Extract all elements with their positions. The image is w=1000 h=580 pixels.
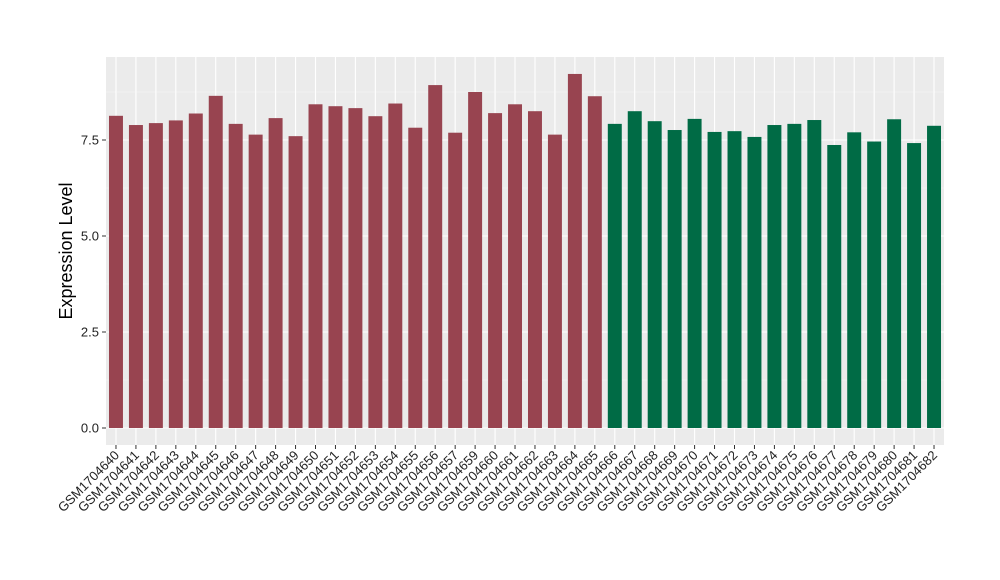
y-tick-label: 2.5 [81, 325, 99, 340]
bar-GSM1704671 [707, 131, 722, 428]
bar-GSM1704643 [168, 120, 183, 428]
bar-GSM1704648 [268, 118, 283, 428]
bar-GSM1704673 [747, 136, 762, 429]
bar-GSM1704651 [328, 106, 343, 428]
bar-GSM1704661 [508, 104, 523, 429]
x-axis: GSM1704640GSM1704641GSM1704642GSM1704643… [55, 445, 940, 515]
bar-GSM1704663 [547, 134, 562, 428]
bar-GSM1704679 [867, 141, 882, 428]
bar-GSM1704681 [907, 143, 922, 428]
bar-GSM1704666 [607, 123, 622, 428]
bar-GSM1704682 [927, 125, 942, 429]
y-tick-label: 7.5 [81, 133, 99, 148]
bar-GSM1704672 [727, 131, 742, 428]
bar-GSM1704676 [807, 120, 822, 429]
bar-GSM1704675 [787, 123, 802, 428]
bar-GSM1704665 [587, 96, 602, 428]
bar-GSM1704654 [388, 103, 403, 429]
y-axis-title: Expression Level [56, 182, 76, 319]
bar-GSM1704678 [847, 132, 862, 428]
y-axis: 0.0 2.5 5.0 7.5 [81, 133, 106, 436]
bar-GSM1704674 [767, 125, 782, 429]
bar-GSM1704669 [667, 130, 682, 429]
bar-GSM1704664 [567, 73, 582, 429]
bar-GSM1704641 [128, 125, 143, 429]
bar-GSM1704649 [288, 136, 303, 428]
bar-GSM1704656 [428, 85, 443, 428]
bar-GSM1704662 [527, 111, 542, 428]
bar-GSM1704660 [488, 113, 503, 429]
y-tick-label: 0.0 [81, 421, 99, 436]
bar-GSM1704667 [627, 111, 642, 428]
bar-GSM1704650 [308, 104, 323, 429]
bar-GSM1704642 [148, 123, 163, 428]
bar-GSM1704668 [647, 121, 662, 429]
bar-GSM1704670 [687, 118, 702, 428]
bar-GSM1704645 [208, 95, 223, 428]
bar-GSM1704657 [448, 132, 463, 429]
bar-GSM1704680 [887, 119, 902, 428]
bar-GSM1704640 [108, 115, 123, 429]
bar-GSM1704659 [468, 92, 483, 428]
bar-GSM1704652 [348, 108, 363, 429]
bar-GSM1704646 [228, 123, 243, 428]
bars [108, 73, 942, 429]
plot-background [106, 57, 944, 445]
bar-GSM1704655 [408, 127, 423, 428]
bar-GSM1704653 [368, 116, 383, 428]
bar-GSM1704677 [827, 144, 842, 428]
y-tick-label: 5.0 [81, 229, 99, 244]
bar-GSM1704644 [188, 113, 203, 428]
bar-GSM1704647 [248, 134, 263, 428]
